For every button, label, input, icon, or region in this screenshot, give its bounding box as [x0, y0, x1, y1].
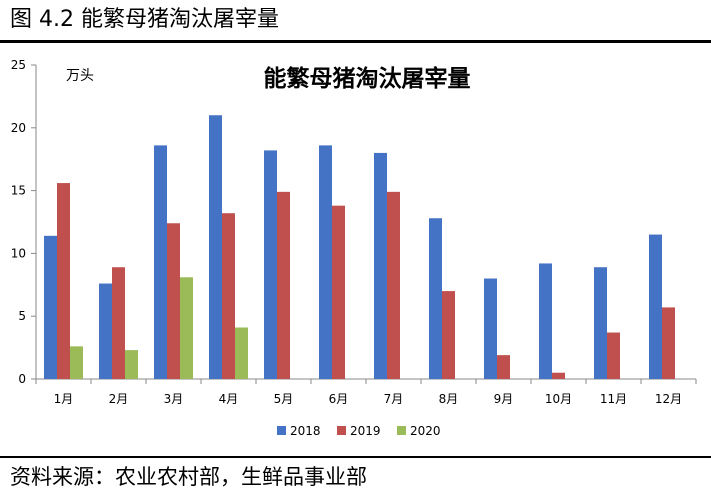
y-tick-label: 15: [11, 184, 26, 198]
legend-label-2020: 2020: [410, 424, 441, 438]
bar-chart: 0 5 10 15 20 25 1月 2月 3月 4月 5月 6月 7月 8月 9月 10月 11月 12月 能…: [11, 58, 697, 438]
bar-2019-8: [442, 291, 455, 379]
bar-2018-10: [539, 263, 552, 379]
bar-2019-4: [222, 213, 235, 379]
x-tick-label: 3月: [164, 392, 184, 406]
bar-2019-10: [552, 372, 565, 379]
bar-2019-11: [607, 332, 620, 379]
bar-2018-9: [484, 278, 497, 379]
bottom-divider: [0, 456, 711, 458]
bar-2019-7: [387, 191, 400, 379]
chart-title: 能繁母猪淘汰屠宰量: [264, 65, 471, 92]
bar-2018-4: [209, 115, 222, 380]
source-note: 资料来源：农业农村部，生鲜品事业部: [10, 465, 367, 489]
unit-label: 万头: [66, 68, 94, 84]
bar-2018-11: [594, 267, 607, 379]
x-tick-label: 5月: [274, 392, 294, 406]
y-tick-label: 5: [18, 309, 26, 323]
x-axis: 1月 2月 3月 4月 5月 6月 7月 8月 9月 10月 11月 12月: [35, 378, 697, 406]
legend: 2018 2019 2020: [277, 424, 441, 438]
legend-swatch-2019: [337, 426, 346, 435]
bar-2019-2: [112, 267, 125, 379]
legend-label-2019: 2019: [350, 424, 381, 438]
bar-2020-2: [125, 350, 138, 379]
bar-2020-4: [235, 327, 248, 379]
bar-2019-1: [57, 183, 70, 379]
top-divider: [0, 40, 711, 43]
bar-2019-5: [277, 191, 290, 379]
x-tick-label: 7月: [384, 392, 404, 406]
x-tick-label: 1月: [54, 392, 74, 406]
y-tick-label: 20: [11, 121, 26, 135]
legend-label-2018: 2018: [290, 424, 321, 438]
bar-2018-7: [374, 152, 387, 379]
bar-2018-12: [649, 234, 662, 379]
x-tick-label: 11月: [600, 392, 627, 406]
bar-2018-8: [429, 218, 442, 379]
bar-2020-1: [70, 346, 83, 379]
bar-2018-1: [44, 235, 57, 379]
x-tick-label: 6月: [329, 392, 349, 406]
legend-swatch-2018: [277, 426, 286, 435]
y-tick-label: 0: [18, 372, 26, 386]
bar-2020-3: [180, 277, 193, 379]
x-tick-label: 4月: [219, 392, 239, 406]
y-axis: 0 5 10 15 20 25: [11, 58, 37, 386]
bar-2018-6: [319, 145, 332, 379]
y-tick-label: 10: [11, 246, 26, 260]
x-tick-label: 12月: [655, 392, 682, 406]
bar-2019-9: [497, 355, 510, 379]
x-tick-label: 2月: [109, 392, 129, 406]
bar-2019-6: [332, 205, 345, 379]
x-tick-label: 9月: [494, 392, 514, 406]
x-tick-label: 10月: [545, 392, 572, 406]
y-tick-label: 25: [11, 58, 26, 72]
bar-2018-2: [99, 283, 112, 379]
bar-2018-3: [154, 145, 167, 379]
figure-title: 图 4.2 能繁母猪淘汰屠宰量: [10, 7, 279, 32]
legend-swatch-2020: [397, 426, 406, 435]
bar-2018-5: [264, 150, 277, 379]
bar-2019-3: [167, 223, 180, 379]
x-tick-label: 8月: [439, 392, 459, 406]
bar-2019-12: [662, 307, 675, 379]
bars: [44, 115, 675, 380]
